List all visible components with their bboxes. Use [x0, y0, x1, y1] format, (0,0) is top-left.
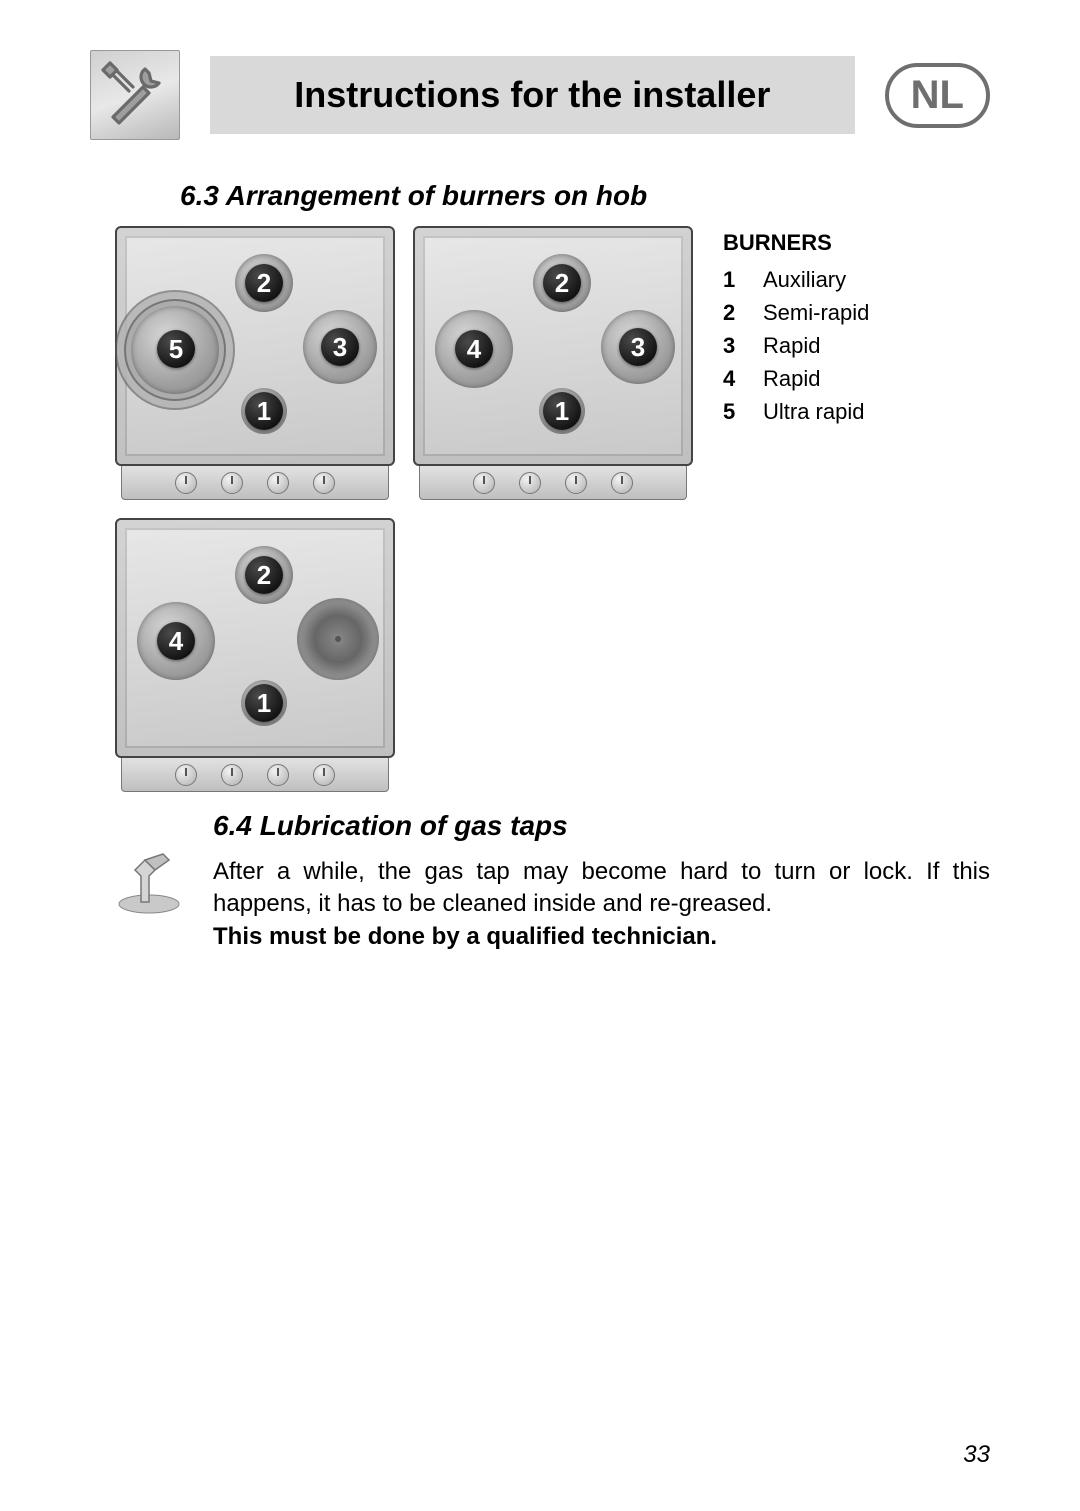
- tools-icon: [90, 50, 180, 140]
- hobs-row-2: 2 4 1: [115, 518, 990, 792]
- burner-badge: 1: [245, 684, 283, 722]
- burner-badge: 4: [157, 622, 195, 660]
- burner-badge: 2: [543, 264, 581, 302]
- gas-tap-icon: [115, 846, 193, 916]
- burner-badge: 3: [321, 328, 359, 366]
- section-64-bold-line: This must be done by a qualified technic…: [213, 923, 990, 951]
- section-64-heading: 6.4 Lubrication of gas taps: [213, 810, 990, 842]
- knob-icon: [313, 472, 335, 494]
- legend-row: 5Ultra rapid: [723, 395, 869, 428]
- knob-icon: [313, 764, 335, 786]
- knob-icon: [175, 472, 197, 494]
- burner-badge: 2: [245, 264, 283, 302]
- section-63-heading: 6.3 Arrangement of burners on hob: [180, 180, 990, 212]
- burner-badge: 3: [619, 328, 657, 366]
- burner-badge: 5: [157, 330, 195, 368]
- knob-icon: [519, 472, 541, 494]
- burner-badge: 4: [455, 330, 493, 368]
- page-number: 33: [963, 1441, 990, 1469]
- hob-diagram-1: 2 5 3 1: [115, 226, 395, 500]
- knob-icon: [611, 472, 633, 494]
- knob-icon: [565, 472, 587, 494]
- section-64: 6.4 Lubrication of gas taps After a whil…: [115, 810, 990, 951]
- knob-icon: [175, 764, 197, 786]
- burner-badge: 2: [245, 556, 283, 594]
- page-title: Instructions for the installer: [210, 56, 855, 134]
- burner-legend: BURNERS 1Auxiliary 2Semi-rapid 3Rapid 4R…: [723, 226, 869, 500]
- knob-icon: [267, 764, 289, 786]
- knob-icon: [473, 472, 495, 494]
- hob-diagram-2: 2 4 3 1: [413, 226, 693, 500]
- burner-badge: 1: [543, 392, 581, 430]
- page-header: Instructions for the installer NL: [90, 50, 990, 140]
- knob-icon: [267, 472, 289, 494]
- legend-title: BURNERS: [723, 226, 869, 259]
- legend-row: 3Rapid: [723, 329, 869, 362]
- knob-icon: [221, 764, 243, 786]
- legend-row: 4Rapid: [723, 362, 869, 395]
- knob-icon: [221, 472, 243, 494]
- legend-row: 2Semi-rapid: [723, 296, 869, 329]
- knob-strip: [121, 758, 389, 792]
- burner-badge: 1: [245, 392, 283, 430]
- legend-row: 1Auxiliary: [723, 263, 869, 296]
- knob-strip: [121, 466, 389, 500]
- hobs-row-1: 2 5 3 1 2 4 3 1: [115, 226, 990, 500]
- section-64-body-text: After a while, the gas tap may become ha…: [213, 856, 990, 921]
- knob-strip: [419, 466, 687, 500]
- language-badge: NL: [885, 63, 990, 128]
- hob-diagram-3: 2 4 1: [115, 518, 395, 792]
